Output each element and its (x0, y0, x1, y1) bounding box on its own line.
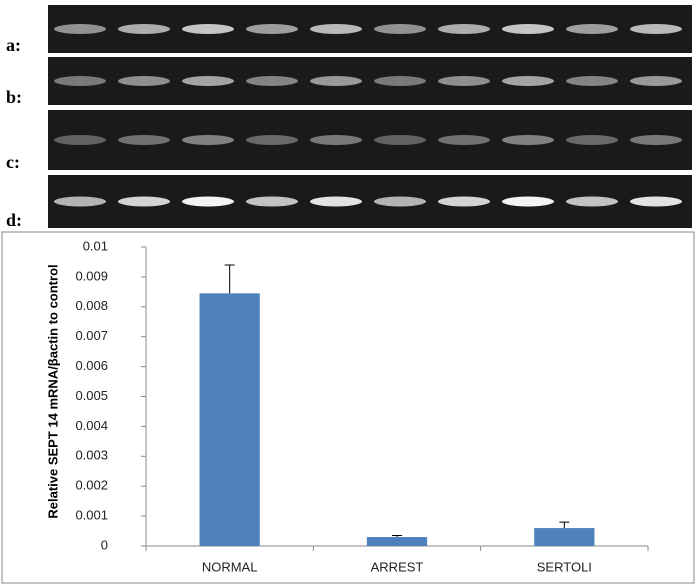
gel-band (182, 76, 234, 86)
gel-band (438, 24, 490, 34)
gel-band (438, 196, 490, 207)
gel-band (438, 135, 490, 145)
gel-strip (48, 110, 692, 170)
gel-band (566, 196, 618, 207)
bar (366, 537, 428, 546)
gel-band (310, 24, 362, 34)
gel-band (182, 135, 234, 145)
gel-band (374, 24, 426, 34)
gel-band (566, 24, 618, 34)
gel-band (246, 196, 298, 207)
gel-band (118, 76, 170, 86)
y-tick-label: 0.003 (75, 448, 108, 463)
gel-band (502, 24, 554, 34)
gel-band (246, 135, 298, 145)
gel-band (310, 76, 362, 86)
gel-band (502, 135, 554, 145)
x-tick-label: ARREST (371, 559, 424, 574)
chart-frame (1, 231, 695, 584)
gel-band (310, 196, 362, 207)
gel-band (566, 76, 618, 86)
gel-band (566, 135, 618, 145)
gel-band (374, 76, 426, 86)
y-tick-label: 0.002 (75, 478, 108, 493)
gel-band (54, 196, 106, 207)
y-tick-label: 0.004 (75, 418, 108, 433)
gel-band (630, 24, 682, 34)
gel-band (118, 196, 170, 207)
gel-band (630, 196, 682, 207)
error-bar (392, 535, 402, 538)
bar (534, 528, 595, 546)
gel-band (182, 196, 234, 207)
gel-band (502, 196, 554, 207)
gel-band (246, 76, 298, 86)
gel-band (438, 76, 490, 86)
gel-band (54, 76, 106, 86)
gel-band (374, 135, 426, 145)
gel-band (310, 135, 362, 145)
gel-band (54, 135, 106, 145)
y-tick-label: 0.009 (75, 268, 108, 283)
y-tick-label: 0.006 (75, 358, 108, 373)
x-tick-label: SERTOLI (537, 559, 592, 574)
gel-band (118, 24, 170, 34)
gel-label: b: (6, 87, 22, 107)
y-axis-label: Relative SEPT 14 mRNA/βactin to control (45, 264, 61, 519)
gel-band (246, 24, 298, 34)
x-tick-label: NORMAL (202, 559, 258, 574)
gel-band (374, 196, 426, 207)
y-tick-label: 0.007 (75, 328, 108, 343)
gel-band (54, 24, 106, 34)
error-bar (224, 264, 235, 294)
y-tick-label: 0.01 (83, 238, 108, 253)
y-tick-label: 0.001 (75, 508, 108, 523)
gel-label: a: (6, 35, 21, 55)
gel-band (182, 24, 234, 34)
gel-band (630, 135, 682, 145)
gel-band (502, 76, 554, 86)
gel-band (118, 135, 170, 145)
gel-band (630, 76, 682, 86)
gel-label: c: (6, 152, 20, 172)
y-tick-label: 0 (101, 537, 108, 552)
y-tick-label: 0.005 (75, 388, 108, 403)
y-tick-label: 0.008 (75, 298, 108, 313)
gel-label: d: (6, 210, 22, 230)
bar (199, 293, 260, 546)
error-bar (559, 521, 570, 529)
